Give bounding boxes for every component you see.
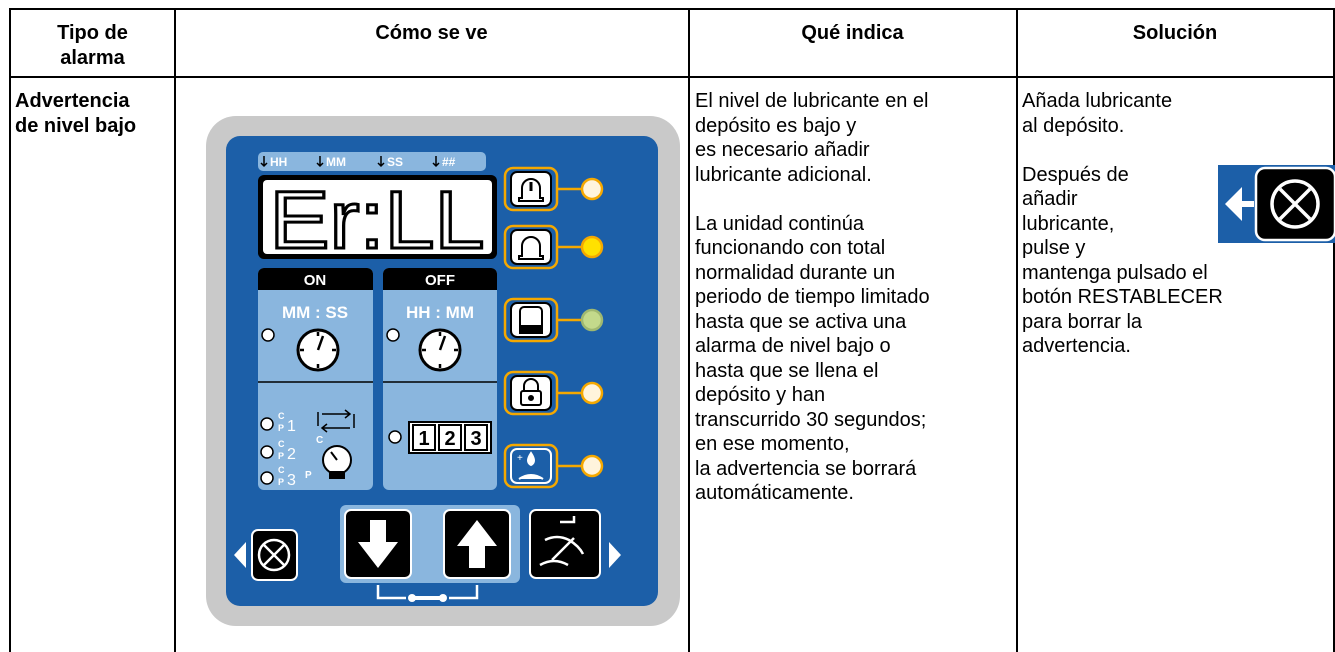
header-cell: Cómo se ve — [375, 22, 488, 44]
text-line: es necesario añadir — [695, 139, 870, 161]
counter-digit: 1 — [418, 428, 429, 450]
channel-top: C — [278, 439, 285, 449]
display-text: Er:LL — [270, 175, 485, 266]
alarm-type: Advertencia de nivel bajo — [15, 90, 137, 137]
text-line: mantenga pulsado el — [1022, 261, 1208, 284]
counter-digit: 3 — [470, 428, 481, 450]
text-line: funcionando con total — [695, 237, 886, 259]
channel-bottom: P — [278, 451, 284, 461]
on-box — [258, 268, 373, 490]
scale-label: ## — [442, 155, 456, 169]
solution-cell: Añada lubricante al depósito. Después de añ… — [1022, 89, 1322, 383]
control-panel: HH MM SS ## Er:LL ON MM : SS C P 1 C P — [206, 116, 680, 626]
text-line: El nivel de lubricante en el — [695, 90, 929, 112]
paragraph: Añada lubricante al depósito. — [1022, 89, 1322, 138]
paragraph: Después de añadir lubricante, pulse y manten… — [1022, 163, 1322, 359]
header-cell: Solución — [1132, 22, 1218, 44]
pump-led — [580, 454, 604, 478]
text-line: Después de — [1022, 163, 1129, 186]
text-line: advertencia. — [1022, 335, 1131, 357]
on-format: MM : SS — [282, 303, 348, 322]
column-border — [1333, 8, 1335, 652]
channel-top: C — [278, 411, 285, 421]
text-line: la advertencia se borrará — [695, 457, 917, 480]
level-led — [580, 308, 604, 332]
paragraph: La unidad continúa funcionando con total n… — [695, 212, 1013, 506]
channel-number: 1 — [287, 418, 296, 435]
text-line: Añada lubricante — [1022, 90, 1173, 112]
text-line: depósito es bajo y — [695, 114, 857, 137]
display-screen — [263, 180, 492, 254]
text-line: botón RESTABLECER — [1022, 286, 1223, 308]
text-line: alarma de nivel bajo o — [695, 335, 891, 357]
off-box — [383, 268, 497, 490]
header-cell: Tipo de alarma — [57, 22, 128, 69]
alarm-led — [580, 235, 604, 259]
text-line: añadir — [1022, 188, 1078, 210]
text-line: pulse y — [1022, 237, 1086, 259]
cycle-icon-label: C — [316, 435, 323, 446]
text-line: transcurrido 30 segundos; — [695, 408, 927, 431]
channel-number: 3 — [287, 472, 296, 489]
scale-label: SS — [387, 155, 403, 169]
header-bottom-border — [9, 76, 1335, 78]
text-line: La unidad continúa — [695, 212, 865, 235]
off-label: OFF — [425, 272, 455, 289]
drop-symbol: + — [517, 453, 523, 464]
off-format: HH : MM — [406, 303, 474, 322]
channel-number: 2 — [287, 446, 296, 463]
reset-icon — [1218, 165, 1335, 243]
indicates-cell: El nivel de lubricante en el depósito es … — [695, 89, 1013, 530]
channel-bottom: P — [278, 423, 284, 433]
text-line: hasta que se llena el — [695, 359, 879, 382]
counter-digit: 2 — [444, 428, 455, 450]
text-line: lubricante, — [1022, 212, 1115, 235]
warning-led — [580, 177, 604, 201]
on-label: ON — [304, 272, 327, 289]
header-cell: Qué indica — [801, 22, 904, 44]
text-line: periodo de tiempo limitado — [695, 286, 930, 308]
column-border — [174, 8, 176, 652]
table-top-border — [9, 8, 1335, 10]
scale-label: MM — [326, 155, 346, 169]
text-line: para borrar la — [1022, 310, 1143, 333]
text-line: al depósito. — [1022, 114, 1125, 137]
prime-button — [529, 509, 601, 579]
text-line: automáticamente. — [695, 482, 854, 504]
column-border — [1016, 8, 1018, 652]
channel-top: C — [278, 465, 285, 475]
paragraph: El nivel de lubricante en el depósito es … — [695, 89, 1013, 187]
lock-led — [580, 381, 604, 405]
text-line: en ese momento, — [695, 433, 850, 455]
text-line: lubricante adicional. — [695, 163, 872, 186]
text-line: depósito y han — [695, 384, 826, 406]
scale-strip — [258, 152, 486, 171]
pressure-icon-label: P — [305, 470, 312, 481]
text-line: normalidad durante un — [695, 261, 896, 284]
text-line: hasta que se activa una — [695, 310, 907, 333]
channel-bottom: P — [278, 477, 284, 487]
column-border — [9, 8, 11, 652]
scale-label: HH — [270, 155, 287, 169]
column-border — [688, 8, 690, 652]
